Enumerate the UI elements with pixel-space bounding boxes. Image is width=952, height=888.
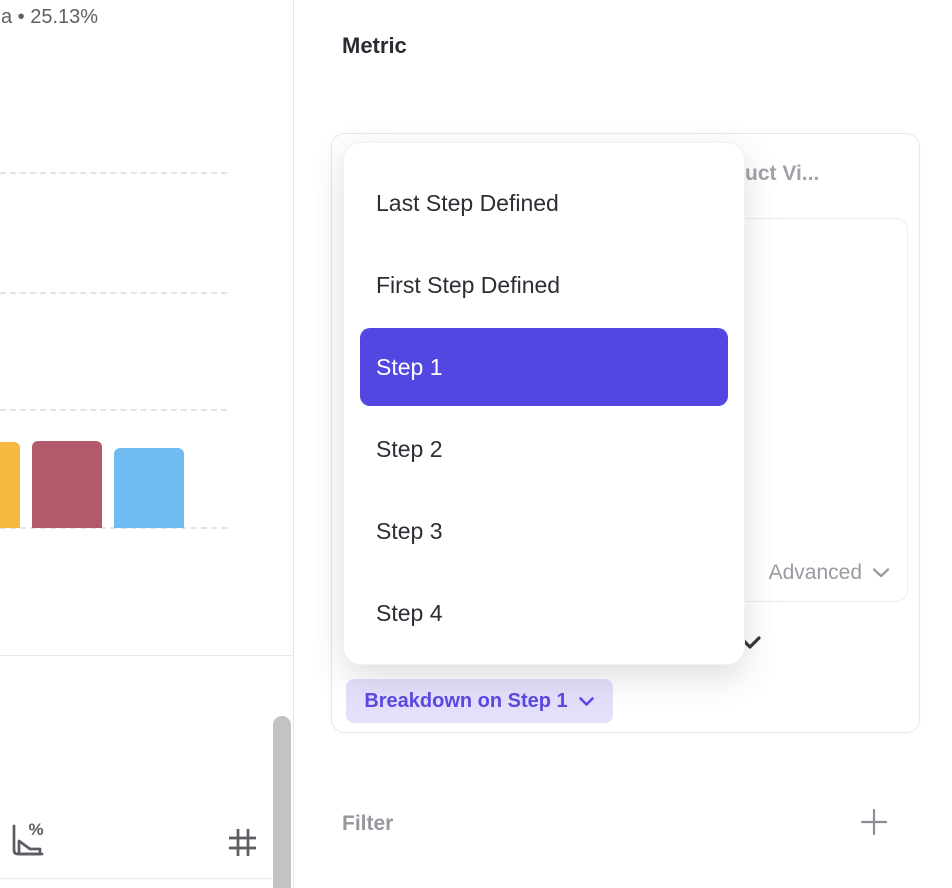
funnel-bar-blue[interactable] (114, 448, 184, 528)
chart-gridline (0, 409, 227, 411)
chart-gridline (0, 292, 227, 294)
scrollbar-thumb[interactable] (273, 716, 291, 888)
chart-gridline (0, 527, 227, 529)
event-name-truncated[interactable]: uct Vi... (745, 162, 820, 185)
add-filter-icon[interactable] (860, 808, 888, 841)
funnel-bar-maroon[interactable] (32, 441, 102, 528)
advanced-toggle[interactable]: Advanced (769, 561, 891, 585)
dropdown-item-last-step-defined[interactable]: Last Step Defined (376, 189, 559, 216)
advanced-label: Advanced (768, 561, 862, 584)
dropdown-item-step-3[interactable]: Step 3 (376, 517, 443, 544)
dropdown-item-first-step-defined[interactable]: First Step Defined (376, 271, 561, 298)
breakdown-button[interactable]: Breakdown on Step 1 (346, 679, 613, 723)
panel-divider (293, 0, 294, 888)
dropdown-item-step-2[interactable]: Step 2 (376, 435, 443, 462)
filter-section: Filter (342, 804, 888, 844)
funnel-bar-orange[interactable] (0, 442, 20, 528)
chart-gridline (0, 172, 227, 174)
dropdown-item-step-4[interactable]: Step 4 (376, 599, 443, 626)
series-legend-label: a • 25.13% (1, 6, 99, 28)
grid-icon[interactable] (226, 826, 259, 864)
dropdown-item-step-1-selected[interactable]: Step 1 (360, 328, 728, 406)
conversion-chart-icon[interactable]: % (7, 819, 47, 866)
filter-heading: Filter (342, 812, 394, 835)
breakdown-label: Breakdown on Step 1 (364, 689, 568, 712)
footer-divider (0, 878, 276, 879)
metric-heading: Metric (342, 33, 407, 58)
chevron-down-icon (578, 690, 595, 713)
svg-text:%: % (28, 820, 43, 839)
chart-section-divider (0, 655, 293, 656)
step-dropdown-menu: Last Step Defined First Step Defined Ste… (343, 142, 745, 665)
chevron-down-icon (871, 561, 891, 585)
